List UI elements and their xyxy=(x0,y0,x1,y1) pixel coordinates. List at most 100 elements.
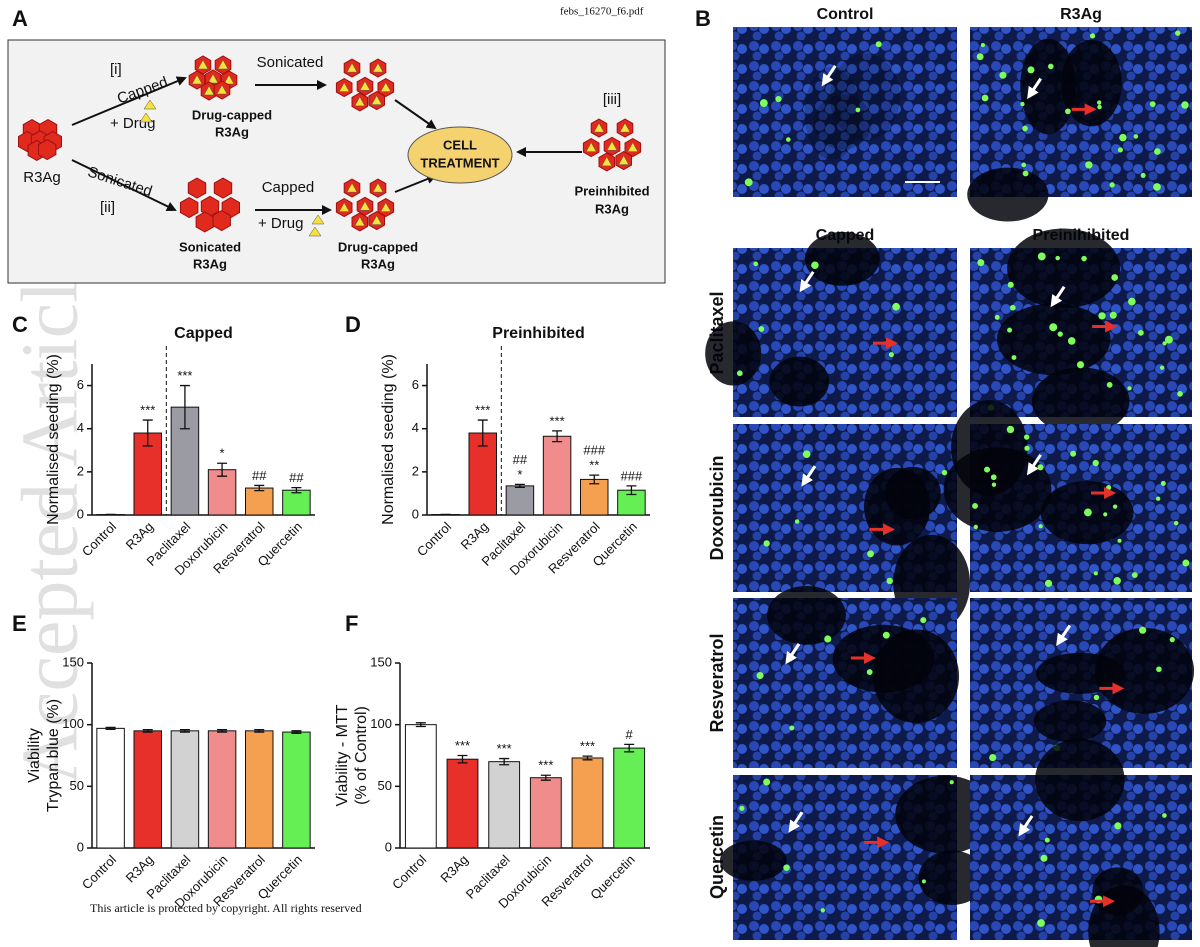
stain xyxy=(1076,361,1085,369)
arrow xyxy=(394,99,437,130)
particle xyxy=(180,197,199,219)
stain xyxy=(882,631,890,639)
y-tick-label: 50 xyxy=(378,778,392,793)
drug xyxy=(627,142,639,152)
error-bar xyxy=(589,474,600,485)
drug xyxy=(371,95,383,105)
y-tick-label: 2 xyxy=(412,463,419,478)
stain xyxy=(739,805,745,811)
stain xyxy=(1162,341,1167,346)
bar xyxy=(207,730,237,849)
stain xyxy=(1114,822,1122,830)
stain xyxy=(1040,854,1048,862)
drug xyxy=(359,200,371,211)
stain xyxy=(1092,459,1099,467)
significance: ## xyxy=(289,470,304,485)
stain xyxy=(1037,464,1044,471)
significance: *** xyxy=(177,368,192,383)
stain xyxy=(1027,66,1035,74)
drug xyxy=(593,122,605,133)
y-axis-label: (% of Control) xyxy=(353,706,370,805)
drug xyxy=(354,216,366,227)
significance: ## xyxy=(513,452,528,467)
stain xyxy=(994,314,1000,320)
y-tick-label: 6 xyxy=(77,377,84,392)
arrow xyxy=(788,811,804,833)
error-bar xyxy=(626,485,637,496)
error-bar xyxy=(217,462,228,477)
stain xyxy=(1048,63,1054,70)
gap xyxy=(832,624,935,693)
y-tick-label: 0 xyxy=(385,839,392,854)
stain xyxy=(866,669,873,675)
stain xyxy=(1098,312,1106,320)
x-tick-label: R3Ag xyxy=(458,519,492,553)
drug xyxy=(601,156,613,167)
bar xyxy=(207,469,237,516)
x-tick-label: Quercetin xyxy=(587,852,637,902)
significance: ** xyxy=(589,458,599,473)
panel-frame xyxy=(7,39,666,284)
stain xyxy=(1169,637,1175,643)
bar xyxy=(244,487,274,516)
stain xyxy=(1154,148,1161,155)
y-tick-label: 100 xyxy=(370,716,392,731)
stain xyxy=(1112,504,1118,509)
stain xyxy=(1070,450,1077,457)
arrow xyxy=(394,174,437,193)
column-header: Control xyxy=(817,6,874,23)
drug xyxy=(372,182,384,193)
stain xyxy=(1067,337,1076,345)
stain xyxy=(1084,508,1092,517)
stain xyxy=(1111,274,1119,281)
drug xyxy=(380,202,392,212)
chart-title: Preinhibited xyxy=(492,325,584,342)
node-label: Drug-capped xyxy=(192,107,272,122)
node-label: R3Ag xyxy=(595,201,629,216)
stain xyxy=(1055,255,1060,261)
drug xyxy=(359,80,371,91)
arrow xyxy=(801,465,817,487)
significance: *** xyxy=(497,741,512,756)
stain xyxy=(759,99,768,107)
arrow xyxy=(821,65,837,87)
y-tick-label: 100 xyxy=(62,716,84,731)
error-bar xyxy=(291,486,302,494)
stain xyxy=(1149,101,1156,107)
bar xyxy=(468,432,498,516)
y-tick-label: 50 xyxy=(70,778,84,793)
stain xyxy=(1182,559,1190,567)
particle xyxy=(195,211,214,233)
gap xyxy=(804,231,880,286)
bar xyxy=(170,730,200,849)
stain xyxy=(1181,101,1189,109)
y-tick-label: 4 xyxy=(77,420,84,435)
arrow xyxy=(799,270,815,293)
stain xyxy=(981,94,989,102)
stain xyxy=(855,107,861,113)
drug xyxy=(338,82,350,92)
watermark: Accepted Article xyxy=(6,245,94,785)
stain xyxy=(1119,133,1127,142)
stain xyxy=(999,71,1007,79)
stain xyxy=(1037,919,1045,927)
bar xyxy=(244,730,274,849)
significance: * xyxy=(517,467,522,482)
stain xyxy=(1140,172,1146,178)
stain xyxy=(920,617,927,624)
stain xyxy=(1173,520,1179,526)
gap xyxy=(705,321,762,386)
gap xyxy=(1007,228,1121,309)
stain xyxy=(794,519,800,524)
gap xyxy=(884,466,941,520)
panel-letter: D xyxy=(345,312,361,337)
gap xyxy=(1032,367,1130,435)
panel-letter: C xyxy=(12,312,28,337)
y-tick-label: 150 xyxy=(62,654,84,669)
gap xyxy=(967,167,1049,222)
particle xyxy=(38,139,57,161)
stain xyxy=(802,450,811,459)
gap xyxy=(1092,867,1144,916)
stain xyxy=(1097,104,1102,110)
